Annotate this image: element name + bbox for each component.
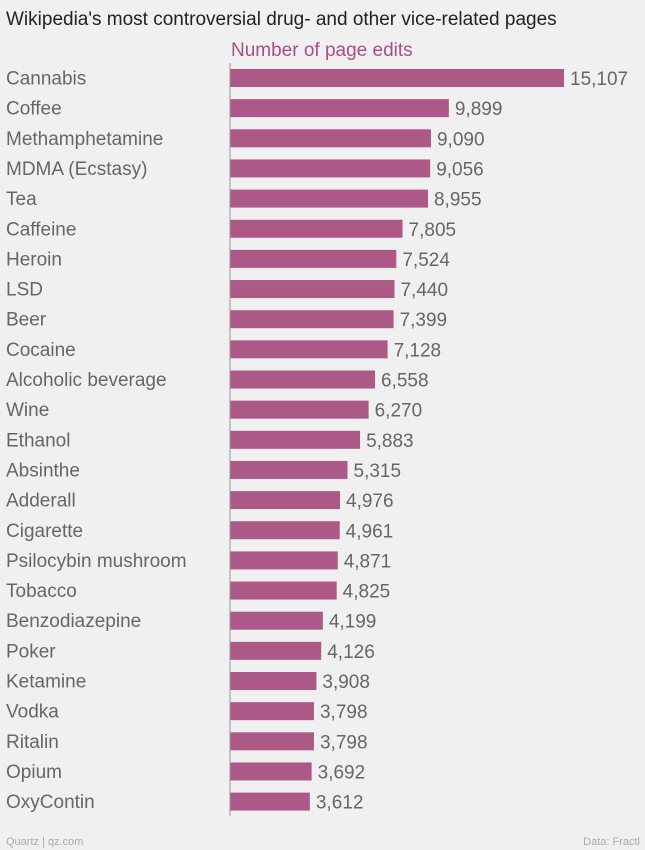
category-label: Beer (6, 310, 47, 331)
bar (230, 370, 375, 389)
category-label: Tea (6, 189, 37, 210)
bar (230, 672, 317, 690)
data-source: Data: Fractl (583, 836, 640, 848)
category-label: Adderall (6, 491, 76, 512)
source-credit: Quartz | qz.com (6, 836, 83, 848)
category-label: Vodka (6, 702, 59, 723)
category-label: Ritalin (6, 732, 59, 753)
bar (230, 581, 337, 600)
bar (230, 762, 312, 781)
category-label: Psilocybin mushroom (6, 551, 187, 572)
bar (230, 551, 338, 570)
value-label: 9,056 (436, 159, 484, 180)
value-label: 5,315 (354, 461, 402, 482)
bar (230, 491, 341, 510)
bar (230, 732, 314, 751)
bar (230, 99, 449, 118)
category-label: Opium (6, 762, 62, 783)
bar (230, 249, 397, 268)
value-label: 3,692 (318, 762, 366, 783)
category-label: Poker (6, 641, 56, 662)
bar (230, 611, 323, 630)
bar (230, 280, 395, 299)
category-label: Alcoholic beverage (6, 370, 167, 391)
category-label: Cocaine (6, 340, 76, 361)
category-label: Caffeine (6, 219, 76, 240)
value-label: 7,805 (409, 220, 457, 241)
value-label: 6,558 (381, 371, 429, 392)
bar-group: Cannabis 15,107 Coffee 9,899 Methamphetamine… (6, 69, 628, 814)
bar (230, 129, 431, 148)
bar (230, 69, 564, 87)
series-label: Number of page edits (231, 40, 413, 61)
bar (230, 521, 340, 540)
value-label: 4,126 (327, 642, 375, 663)
bar (230, 641, 322, 660)
category-label: OxyContin (6, 792, 95, 813)
bar (230, 310, 394, 329)
category-label: Absinthe (6, 460, 80, 481)
bar (230, 219, 403, 238)
category-label: LSD (6, 280, 43, 301)
value-label: 3,798 (320, 702, 368, 723)
bar (230, 340, 388, 359)
category-label: Tobacco (6, 581, 77, 602)
value-label: 3,612 (316, 793, 364, 814)
category-label: Benzodiazepine (6, 611, 141, 632)
value-label: 15,107 (570, 69, 628, 90)
value-label: 9,899 (455, 99, 503, 120)
value-label: 7,399 (400, 310, 448, 331)
bar (230, 792, 310, 811)
category-label: Methamphetamine (6, 129, 163, 150)
category-label: Ethanol (6, 430, 70, 451)
value-label: 8,955 (434, 190, 482, 211)
value-label: 4,976 (346, 491, 394, 512)
bar (230, 189, 428, 208)
bar (230, 702, 314, 721)
value-label: 3,798 (320, 732, 368, 753)
value-label: 5,883 (366, 431, 414, 452)
category-label: Ketamine (6, 672, 86, 693)
value-label: 4,871 (344, 551, 392, 572)
category-label: Wine (6, 400, 49, 421)
category-label: MDMA (Ecstasy) (6, 159, 147, 180)
category-label: Coffee (6, 99, 62, 120)
category-label: Cigarette (6, 521, 83, 542)
value-label: 9,090 (437, 129, 485, 150)
value-label: 4,961 (346, 521, 394, 542)
chart-title: Wikipedia's most controversial drug- and… (6, 9, 557, 30)
value-label: 7,524 (402, 250, 450, 271)
value-label: 7,440 (400, 280, 448, 301)
bar (230, 400, 369, 419)
category-label: Heroin (6, 249, 62, 270)
value-label: 3,908 (322, 672, 370, 693)
bar (230, 430, 361, 449)
value-label: 7,128 (394, 340, 442, 361)
value-label: 4,199 (329, 612, 377, 633)
value-label: 6,270 (375, 401, 423, 422)
bar (230, 460, 348, 479)
value-label: 4,825 (343, 582, 391, 603)
category-label: Cannabis (6, 69, 86, 90)
bar (230, 159, 431, 178)
